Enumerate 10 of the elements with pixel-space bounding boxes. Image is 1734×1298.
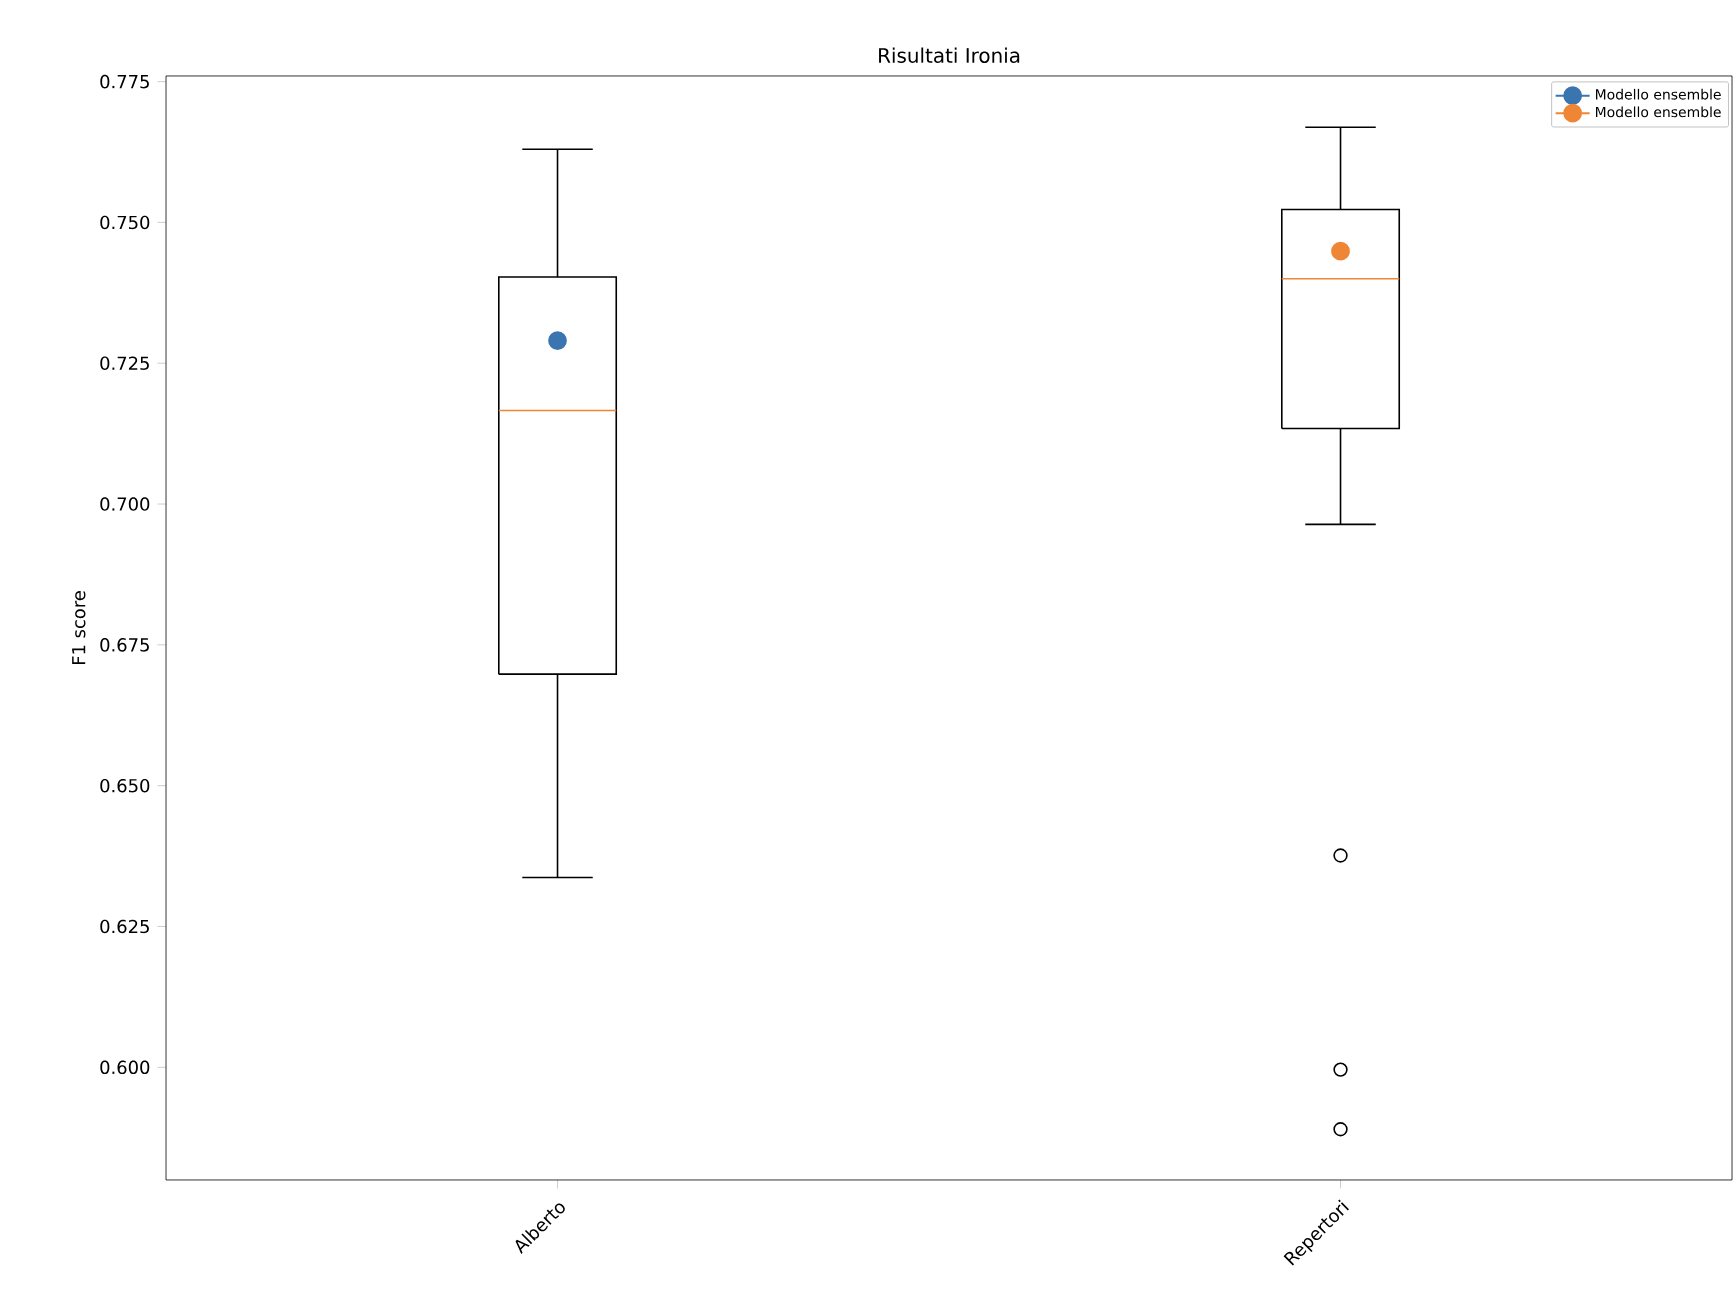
y-tick-label: 0.675 <box>100 638 149 652</box>
y-axis-title: F1 score <box>72 591 86 665</box>
y-tick-label: 0.625 <box>100 919 149 934</box>
y-tick-label: 0.650 <box>100 778 150 793</box>
y-tick-label: 0.725 <box>100 356 149 371</box>
chart-title: Risultati Ironia <box>879 47 1020 63</box>
y-tick-label: 0.600 <box>100 1060 150 1075</box>
y-tick-label: 0.750 <box>100 215 150 230</box>
y-tick-label: 0.700 <box>100 497 150 511</box>
y-tick-label: 0.775 <box>100 74 149 89</box>
